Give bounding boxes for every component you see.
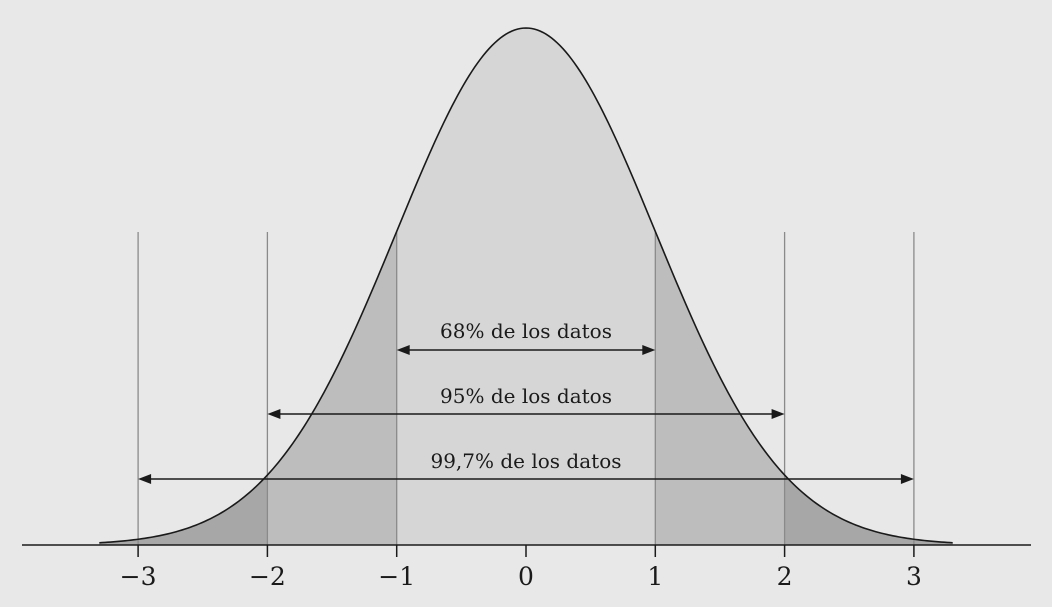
- interval-label-95: 95% de los datos: [440, 384, 612, 408]
- interval-label-68: 68% de los datos: [440, 319, 612, 343]
- arrowhead-right-icon: [900, 474, 914, 484]
- arrowhead-left-icon: [267, 409, 281, 419]
- sd-guide-lines: [137, 232, 915, 545]
- tick-label: −3: [120, 562, 157, 591]
- interval-label-99-7: 99,7% de los datos: [430, 449, 621, 473]
- region-within-1sd: [396, 28, 656, 545]
- arrowhead-right-icon: [642, 345, 656, 355]
- tick-label: 3: [906, 562, 922, 591]
- bell-curve: [99, 27, 953, 544]
- arrowhead-right-icon: [771, 409, 785, 419]
- x-axis-ticks: [137, 545, 915, 557]
- tick-label: −1: [378, 562, 415, 591]
- tick-label: 0: [518, 562, 534, 591]
- arrowhead-left-icon: [396, 345, 410, 355]
- arrowhead-left-icon: [138, 474, 152, 484]
- tick-label: −2: [249, 562, 286, 591]
- interval-arrows: [138, 345, 914, 484]
- tick-label: 1: [647, 562, 663, 591]
- tick-label: 2: [777, 562, 793, 591]
